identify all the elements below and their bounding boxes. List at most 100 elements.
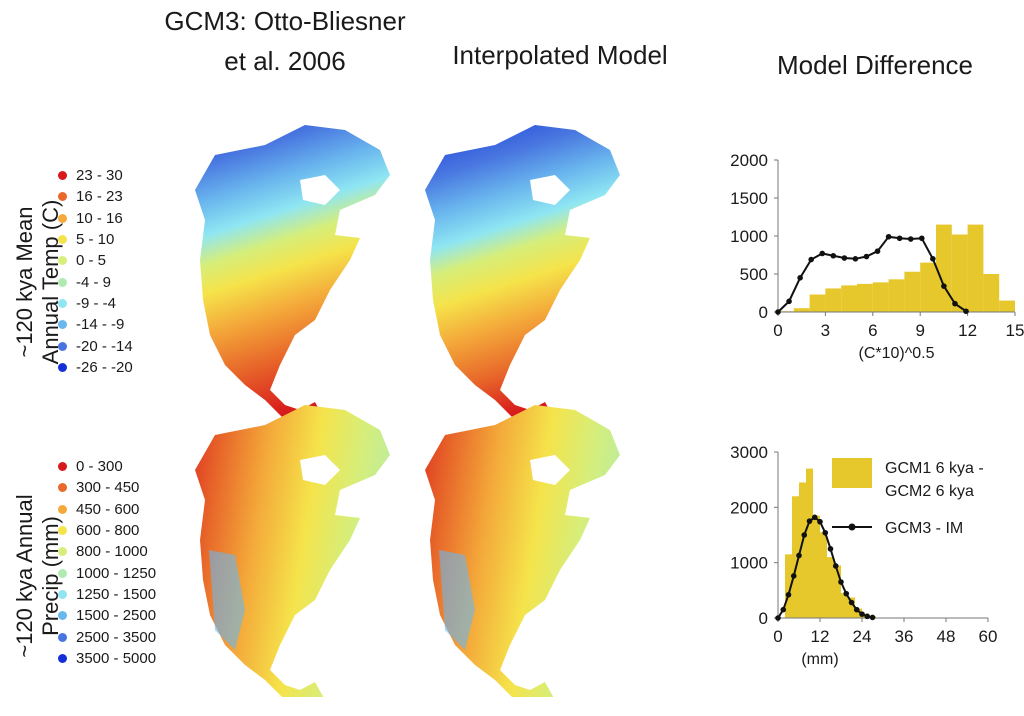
- x-tick-label: 0: [773, 627, 782, 646]
- precip-legend-item: 600 - 800: [58, 520, 156, 541]
- precip-legend-item: 300 - 450: [58, 477, 156, 498]
- series-point: [830, 252, 837, 259]
- series-point: [907, 236, 914, 242]
- precip-legend-item: 1500 - 2500: [58, 605, 156, 626]
- x-tick-label: 36: [895, 627, 914, 646]
- y-tick-label: 2000: [730, 151, 768, 170]
- legend-swatch: [58, 462, 67, 472]
- legend-label: 2500 - 3500: [76, 628, 157, 646]
- histogram-bar: [806, 468, 813, 618]
- series-point: [896, 235, 903, 242]
- series-point: [806, 518, 813, 524]
- x-tick-label: 12: [811, 627, 830, 646]
- series-point: [827, 546, 834, 552]
- legend-swatch: [58, 213, 67, 223]
- series-point: [869, 614, 876, 621]
- histogram-bar: [857, 283, 873, 312]
- series-point: [838, 579, 844, 585]
- series-point: [841, 255, 848, 261]
- histogram-bar: [951, 234, 968, 312]
- histogram-bar: [872, 282, 889, 312]
- histogram-bar: [983, 274, 1000, 312]
- legend-swatch: [58, 504, 67, 514]
- y-tick-label: 500: [740, 265, 768, 284]
- legend-swatch: [58, 256, 67, 266]
- legend-swatch: [58, 362, 67, 372]
- temp-legend: 23 - 30 16 - 23 10 - 16 5 - 10 0 - 5 -4 - 9 -9…: [58, 165, 133, 378]
- precip-legend-item: 1000 - 1250: [58, 562, 156, 583]
- series-point: [864, 613, 871, 620]
- legend-label-bars-line2: GCM2 6 kya: [885, 483, 974, 500]
- legend-label: 1250 - 1500: [76, 585, 157, 603]
- legend-label: -4 - 9: [76, 273, 112, 291]
- legend-label-line: GCM3 - IM: [885, 520, 963, 537]
- histogram-bar: [967, 224, 984, 312]
- series-point: [918, 235, 925, 242]
- precip-legend-item: 2500 - 3500: [58, 626, 156, 647]
- legend-label: -20 - -14: [76, 337, 133, 355]
- histogram-bar: [813, 515, 820, 618]
- precip-legend-item: 450 - 600: [58, 499, 156, 520]
- series-point: [790, 573, 797, 579]
- histogram-bar: [827, 557, 834, 618]
- y-tick-label: 0: [759, 609, 768, 628]
- series-line: [777, 235, 967, 313]
- series-point: [863, 253, 870, 260]
- legend-swatch: [58, 483, 67, 493]
- y-tick-label: 1500: [730, 189, 768, 208]
- precip-legend-item: 800 - 1000: [58, 541, 156, 562]
- temp-legend-item: 16 - 23: [58, 186, 133, 207]
- series-point: [811, 514, 818, 521]
- legend-label: -14 - -9: [76, 316, 125, 334]
- series-point: [853, 606, 860, 613]
- legend-label: 1500 - 2500: [76, 607, 157, 625]
- temp-legend-item: 23 - 30: [58, 165, 133, 186]
- series-point: [808, 256, 814, 263]
- legend-label: 1000 - 1250: [76, 564, 157, 582]
- legend-swatch: [58, 192, 67, 202]
- x-axis-title: (C*10)^0.5: [859, 345, 935, 362]
- y-tick-label: 0: [759, 303, 768, 322]
- temp-legend-item: 5 - 10: [58, 229, 133, 250]
- series-point: [874, 248, 881, 254]
- temp-legend-item: -4 - 9: [58, 271, 133, 292]
- legend-swatch-bars: [832, 458, 872, 488]
- y-tick-label: 3000: [730, 443, 768, 462]
- temp-legend-item: -20 - -14: [58, 335, 133, 356]
- precip-legend: 0 - 300 300 - 450 450 - 600 600 - 800 800 - …: [58, 456, 156, 669]
- series-point: [785, 591, 792, 598]
- series-point: [941, 283, 947, 289]
- legend-swatch: [58, 298, 67, 308]
- temp-legend-item: -26 - -20: [58, 357, 133, 378]
- histogram-bar: [793, 308, 810, 312]
- series-point: [859, 611, 865, 617]
- legend-label: 16 - 23: [76, 188, 123, 206]
- x-tick-label: 48: [937, 627, 956, 646]
- legend-swatch: [58, 589, 67, 599]
- gcm3-title-line2: et al. 2006: [224, 46, 346, 76]
- histogram-bar: [936, 224, 952, 312]
- legend-swatch: [58, 632, 67, 642]
- legend-swatch: [58, 653, 67, 663]
- legend-swatch: [58, 611, 67, 621]
- legend-label: 800 - 1000: [76, 543, 148, 561]
- temp-legend-item: 10 - 16: [58, 208, 133, 229]
- temp-legend-item: 0 - 5: [58, 250, 133, 271]
- series-point: [775, 309, 781, 315]
- series-point: [775, 615, 781, 621]
- histogram-bar: [888, 279, 905, 312]
- series-point: [801, 532, 808, 538]
- x-tick-label: 15: [1006, 321, 1024, 340]
- difference-chart-1: 0 3 6 9 12 15 0 500 1000 1500 2000 (C*10)^0.5: [730, 151, 1024, 362]
- legend-swatch: [58, 277, 67, 287]
- legend-swatch: [58, 568, 67, 578]
- series-point: [796, 552, 802, 559]
- series-point: [952, 300, 958, 307]
- series-point: [930, 255, 936, 262]
- legend-swatch: [58, 547, 67, 557]
- legend-label: -26 - -20: [76, 358, 133, 376]
- precip-legend-item: 1250 - 1500: [58, 584, 156, 605]
- legend-label: 3500 - 5000: [76, 649, 157, 667]
- legend-label: -9 - -4: [76, 294, 117, 312]
- histogram-bar: [920, 262, 936, 312]
